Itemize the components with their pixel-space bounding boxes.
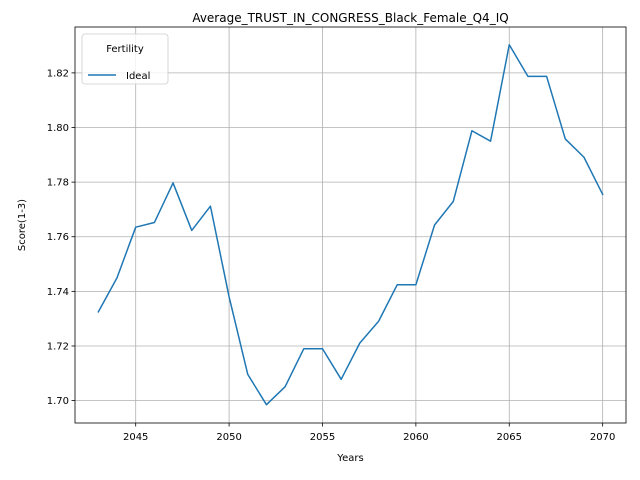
x-tick-label: 2050 — [216, 432, 241, 443]
series-line-ideal — [97, 44, 604, 406]
y-tick-label: 1.76 — [47, 232, 69, 243]
legend: Fertility Ideal — [81, 33, 169, 85]
x-tick-label: 2070 — [590, 432, 615, 443]
x-tick-label: 2060 — [403, 432, 428, 443]
legend-title: Fertility — [106, 44, 144, 55]
y-tick-label: 1.80 — [47, 123, 69, 134]
y-axis-label: Score(1-3) — [17, 199, 28, 251]
y-tick-label: 1.70 — [47, 396, 69, 407]
legend-box — [81, 33, 169, 85]
x-tick-label: 2065 — [497, 432, 522, 443]
legend-entry-ideal: Ideal — [126, 71, 150, 82]
series-lines — [97, 44, 604, 406]
grid-lines — [75, 27, 626, 423]
x-axis-label: Years — [336, 453, 363, 464]
x-axis-ticks: 2045 2050 2055 2060 2065 2070 — [123, 423, 615, 443]
y-tick-label: 1.74 — [47, 287, 69, 298]
y-tick-label: 1.82 — [47, 68, 69, 79]
x-tick-label: 2055 — [310, 432, 335, 443]
plot-frame — [74, 26, 627, 424]
x-tick-label: 2045 — [123, 432, 148, 443]
chart-title: Average_TRUST_IN_CONGRESS_Black_Female_Q… — [192, 11, 508, 25]
y-axis-ticks: 1.70 1.72 1.74 1.76 1.78 1.80 1.82 — [47, 68, 75, 407]
y-tick-label: 1.78 — [47, 178, 69, 189]
y-tick-label: 1.72 — [47, 341, 69, 352]
